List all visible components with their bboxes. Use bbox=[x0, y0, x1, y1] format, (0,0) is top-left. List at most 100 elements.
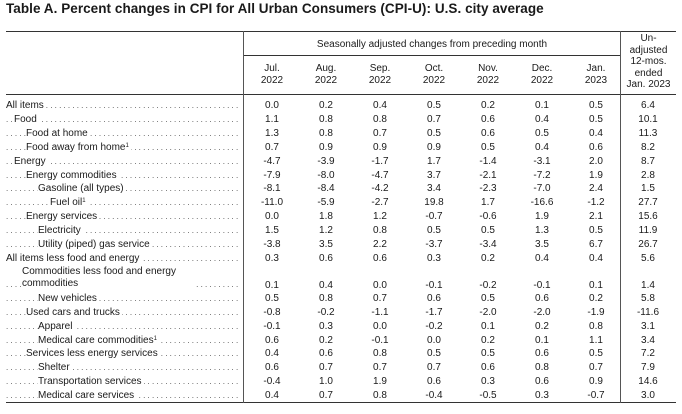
monthly-change-value: 0.7 bbox=[427, 362, 441, 374]
year-label: 2023 bbox=[584, 75, 608, 86]
dot-leader: ........................................… bbox=[6, 101, 238, 110]
monthly-change-value: 0.8 bbox=[373, 348, 387, 360]
row-label: ........................................… bbox=[6, 320, 242, 333]
unadjusted-value: 26.7 bbox=[638, 239, 658, 250]
monthly-change-value: 0.8 bbox=[373, 113, 387, 125]
monthly-change-value: 0.5 bbox=[265, 292, 279, 304]
monthly-change-value: 0.6 bbox=[589, 141, 603, 153]
table-bottom-rule bbox=[6, 402, 676, 403]
monthly-change-value: 0.4 bbox=[535, 141, 549, 153]
dot-leader: ........................................… bbox=[6, 198, 238, 208]
monthly-change-value: 0.2 bbox=[589, 292, 603, 304]
monthly-change-value: 3.7 bbox=[427, 169, 441, 181]
monthly-change-value: -1.4 bbox=[479, 155, 497, 167]
monthly-change-value: -2.7 bbox=[371, 197, 389, 209]
monthly-change-value: 0.1 bbox=[535, 334, 549, 346]
monthly-change-value: 1.2 bbox=[373, 211, 387, 223]
row-label-text: Apparel bbox=[38, 320, 75, 332]
monthly-change-value: -0.4 bbox=[425, 390, 443, 402]
row-label-text: Food bbox=[14, 113, 39, 125]
row-label: ........................................… bbox=[6, 361, 242, 374]
monthly-change-value: 1.7 bbox=[481, 197, 495, 209]
monthly-change-value: 0.2 bbox=[535, 320, 549, 332]
monthly-change-value: 0.7 bbox=[319, 362, 333, 374]
unadjusted-value: 10.1 bbox=[638, 113, 658, 125]
monthly-change-value: -0.6 bbox=[479, 211, 497, 223]
table-row: ........................................… bbox=[6, 252, 676, 265]
monthly-change-value: 0.7 bbox=[373, 292, 387, 304]
monthly-change-value: 0.6 bbox=[265, 334, 279, 346]
month-label: Jul. bbox=[264, 63, 280, 74]
monthly-change-value: 0.2 bbox=[319, 334, 333, 346]
table-row: ........................................… bbox=[6, 141, 676, 154]
monthly-change-value: -4.7 bbox=[263, 155, 281, 167]
monthly-change-value: 0.0 bbox=[373, 320, 387, 332]
monthly-change-value: 0.8 bbox=[319, 127, 333, 139]
unadjusted-12mo-header: Un-adjusted 12-mos. ended Jan. 2023 bbox=[621, 33, 676, 91]
monthly-change-value: -4.7 bbox=[371, 169, 389, 181]
table-row: ........................................… bbox=[6, 196, 676, 209]
monthly-change-value: 0.5 bbox=[481, 225, 495, 237]
monthly-change-value: 0.1 bbox=[535, 100, 549, 111]
table-row: ........................................… bbox=[6, 224, 676, 237]
year-label: 2022 bbox=[422, 75, 446, 86]
monthly-change-value: 19.8 bbox=[424, 197, 444, 209]
row-label-text: Medical care commodities1 bbox=[38, 334, 159, 346]
monthly-change-value: 1.5 bbox=[265, 225, 279, 237]
row-label: ........................................… bbox=[6, 265, 242, 292]
monthly-change-value: 0.6 bbox=[481, 113, 495, 125]
dot-leader: ........................................… bbox=[6, 321, 238, 331]
row-label-text: All items less food and energy bbox=[6, 252, 142, 264]
monthly-change-value: -1.7 bbox=[425, 306, 443, 318]
monthly-change-value: 0.5 bbox=[427, 100, 441, 111]
dot-leader: ........................................… bbox=[6, 212, 238, 222]
monthly-change-value: -8.4 bbox=[317, 183, 335, 195]
table-row: ........................................… bbox=[6, 334, 676, 347]
monthly-change-value: -3.8 bbox=[263, 239, 281, 250]
monthly-change-value: 0.7 bbox=[265, 141, 279, 153]
monthly-change-value: 0.6 bbox=[427, 376, 441, 388]
monthly-change-value: 1.3 bbox=[535, 225, 549, 237]
row-label: ........................................… bbox=[6, 224, 242, 237]
unadjusted-value: 6.4 bbox=[641, 100, 655, 111]
monthly-change-value: 0.8 bbox=[373, 390, 387, 402]
monthly-change-value: 0.5 bbox=[427, 127, 441, 139]
unadjusted-header-line: adjusted bbox=[629, 44, 668, 56]
cpi-table: Seasonally adjusted changes from precedi… bbox=[6, 31, 676, 403]
row-label-text: Food away from home1 bbox=[26, 141, 131, 153]
monthly-change-value: 0.6 bbox=[535, 376, 549, 388]
unadjusted-value: 14.6 bbox=[638, 376, 658, 388]
monthly-change-value: -7.2 bbox=[533, 169, 551, 181]
row-label-text: Transportation services bbox=[38, 376, 144, 388]
monthly-change-value: 0.2 bbox=[481, 334, 495, 346]
monthly-change-value: 0.9 bbox=[373, 141, 387, 153]
header-bottom-rule bbox=[6, 94, 676, 95]
monthly-change-value: 3.5 bbox=[535, 239, 549, 250]
monthly-change-value: 0.6 bbox=[319, 252, 333, 264]
monthly-change-value: 1.1 bbox=[265, 113, 279, 125]
row-label-text: Utility (piped) gas service bbox=[38, 239, 152, 250]
month-header: Nov. 2022 bbox=[461, 63, 515, 87]
row-label: ........................................… bbox=[6, 155, 242, 168]
dot-leader: ........................................… bbox=[6, 170, 238, 180]
footnote-marker: 1 bbox=[82, 198, 86, 205]
year-label: 2022 bbox=[530, 75, 554, 86]
row-label: ........................................… bbox=[6, 238, 242, 251]
row-label: ........................................… bbox=[6, 210, 242, 223]
monthly-change-value: 0.4 bbox=[535, 252, 549, 264]
monthly-change-value: 0.4 bbox=[265, 348, 279, 360]
monthly-change-value: -7.0 bbox=[533, 183, 551, 195]
row-label-text: Commodities less food and energy commodi… bbox=[22, 265, 194, 291]
unadjusted-header-line: 12-mos. bbox=[630, 56, 667, 67]
monthly-change-value: 1.9 bbox=[535, 211, 549, 223]
unadjusted-value: 7.9 bbox=[641, 362, 655, 374]
month-header: Oct. 2022 bbox=[407, 63, 461, 87]
monthly-change-value: -0.8 bbox=[263, 306, 281, 318]
table-row: ........................................… bbox=[6, 320, 676, 333]
monthly-change-value: -0.1 bbox=[371, 334, 389, 346]
monthly-change-value: -1.1 bbox=[371, 306, 389, 318]
unadjusted-value: 3.0 bbox=[641, 390, 655, 402]
monthly-change-value: 0.2 bbox=[481, 100, 495, 111]
table-row: ........................................… bbox=[6, 99, 676, 112]
row-label: ........................................… bbox=[6, 113, 242, 126]
